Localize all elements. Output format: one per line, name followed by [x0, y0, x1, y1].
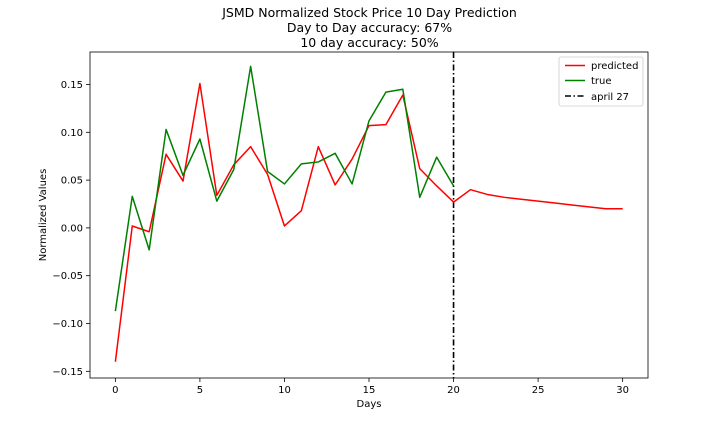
legend: predicted true april 27: [558, 56, 644, 107]
y-tick-label: 0.00: [61, 223, 83, 234]
x-tick-label: 30: [616, 385, 629, 396]
legend-box: [558, 56, 644, 107]
y-tick-label: 0.05: [61, 176, 83, 187]
y-tick-label: 0.15: [61, 80, 83, 91]
x-axis: 0 5 10 15 20 25 30: [112, 378, 629, 396]
plot-area: [114, 52, 623, 378]
x-tick-label: 5: [197, 385, 203, 396]
y-axis: −0.15 −0.10 −0.05 0.00 0.05 0.10 0.15: [52, 80, 90, 378]
x-tick-label: 0: [112, 385, 118, 396]
series-line-true: [114, 65, 455, 312]
legend-label-true: true: [591, 76, 612, 87]
y-tick-label: 0.10: [61, 128, 83, 139]
chart-subtitle-day-to-day: Day to Day accuracy: 67%: [287, 20, 452, 35]
y-tick-label: −0.10: [52, 319, 83, 330]
series-line-predicted: [114, 82, 623, 362]
y-tick-label: −0.15: [52, 367, 83, 378]
y-tick-label: −0.05: [52, 271, 83, 282]
x-axis-label: Days: [357, 399, 382, 410]
x-tick-label: 10: [278, 385, 291, 396]
chart-subtitle-ten-day: 10 day accuracy: 50%: [300, 35, 438, 50]
legend-label-predicted: predicted: [591, 61, 638, 72]
x-tick-label: 25: [532, 385, 545, 396]
x-tick-label: 20: [447, 385, 460, 396]
x-tick-label: 15: [363, 385, 376, 396]
legend-label-april-27: april 27: [591, 92, 629, 103]
chart-title: JSMD Normalized Stock Price 10 Day Predi…: [221, 5, 517, 20]
y-axis-label: Normalized Values: [38, 169, 49, 262]
